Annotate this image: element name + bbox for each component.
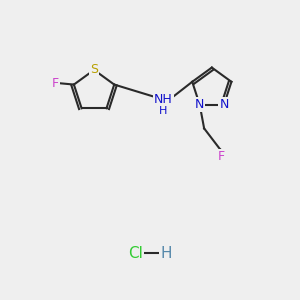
Text: N: N — [195, 98, 204, 111]
Text: F: F — [52, 76, 59, 90]
Text: N: N — [219, 98, 229, 111]
Text: F: F — [218, 150, 225, 163]
Text: NH: NH — [154, 93, 172, 106]
Text: Cl: Cl — [128, 246, 143, 261]
Text: H: H — [159, 106, 167, 116]
Text: H: H — [160, 246, 172, 261]
Text: S: S — [90, 63, 98, 76]
